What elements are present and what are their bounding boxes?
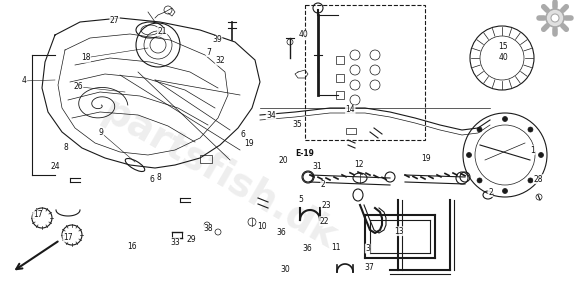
Text: 21: 21 bbox=[157, 27, 167, 36]
Text: 18: 18 bbox=[81, 53, 90, 62]
Text: 31: 31 bbox=[313, 162, 322, 171]
Text: 38: 38 bbox=[204, 224, 213, 234]
Circle shape bbox=[528, 127, 533, 132]
Circle shape bbox=[546, 9, 564, 27]
Bar bbox=[200, 155, 212, 163]
Bar bbox=[305, 5, 425, 140]
Text: 33: 33 bbox=[170, 238, 179, 247]
Circle shape bbox=[503, 116, 508, 121]
Circle shape bbox=[477, 127, 482, 132]
Circle shape bbox=[503, 188, 508, 194]
Text: 11: 11 bbox=[331, 242, 340, 252]
Text: 15: 15 bbox=[498, 42, 507, 51]
Circle shape bbox=[477, 178, 482, 183]
Circle shape bbox=[467, 153, 471, 158]
Text: 2: 2 bbox=[488, 188, 493, 197]
Text: 39: 39 bbox=[212, 35, 222, 45]
Text: 17: 17 bbox=[63, 233, 72, 242]
Text: 5: 5 bbox=[299, 195, 303, 204]
Circle shape bbox=[538, 153, 544, 158]
Text: 7: 7 bbox=[206, 47, 211, 57]
Bar bbox=[346, 128, 356, 134]
Text: 8: 8 bbox=[63, 143, 68, 152]
Text: 3: 3 bbox=[365, 244, 370, 253]
Bar bbox=[336, 56, 344, 64]
Text: 14: 14 bbox=[346, 105, 355, 114]
Text: 20: 20 bbox=[279, 156, 288, 165]
Text: 6: 6 bbox=[149, 175, 154, 184]
Text: 1: 1 bbox=[530, 146, 535, 155]
Text: 19: 19 bbox=[422, 154, 431, 164]
Circle shape bbox=[528, 178, 533, 183]
Bar bbox=[336, 91, 344, 99]
Text: 26: 26 bbox=[74, 82, 83, 91]
Text: 22: 22 bbox=[320, 216, 329, 226]
Text: 23: 23 bbox=[321, 201, 331, 210]
Text: 29: 29 bbox=[186, 235, 196, 244]
Text: partsfish.dk: partsfish.dk bbox=[96, 92, 344, 257]
Text: 36: 36 bbox=[302, 244, 312, 253]
Text: 37: 37 bbox=[365, 263, 374, 273]
Text: 40: 40 bbox=[499, 53, 508, 62]
Text: 35: 35 bbox=[293, 120, 302, 129]
Text: 16: 16 bbox=[127, 242, 137, 251]
Text: 13: 13 bbox=[395, 227, 404, 236]
Text: 6: 6 bbox=[241, 130, 245, 139]
Text: 2: 2 bbox=[321, 180, 325, 190]
Circle shape bbox=[551, 14, 559, 22]
Text: 24: 24 bbox=[50, 162, 60, 171]
Text: 30: 30 bbox=[280, 265, 290, 274]
Text: 40: 40 bbox=[299, 30, 308, 39]
Text: 10: 10 bbox=[257, 222, 266, 231]
Text: 32: 32 bbox=[215, 56, 225, 65]
Bar bbox=[336, 74, 344, 82]
Text: 19: 19 bbox=[244, 138, 254, 148]
Text: 8: 8 bbox=[157, 173, 162, 182]
Text: 28: 28 bbox=[534, 175, 543, 184]
Text: E-19: E-19 bbox=[295, 149, 314, 158]
Text: 12: 12 bbox=[354, 160, 364, 169]
Text: 4: 4 bbox=[22, 76, 27, 86]
Text: 36: 36 bbox=[276, 228, 285, 237]
Text: 27: 27 bbox=[110, 16, 119, 25]
Text: 34: 34 bbox=[266, 111, 276, 120]
Text: 9: 9 bbox=[99, 128, 104, 138]
Text: 17: 17 bbox=[33, 210, 42, 219]
